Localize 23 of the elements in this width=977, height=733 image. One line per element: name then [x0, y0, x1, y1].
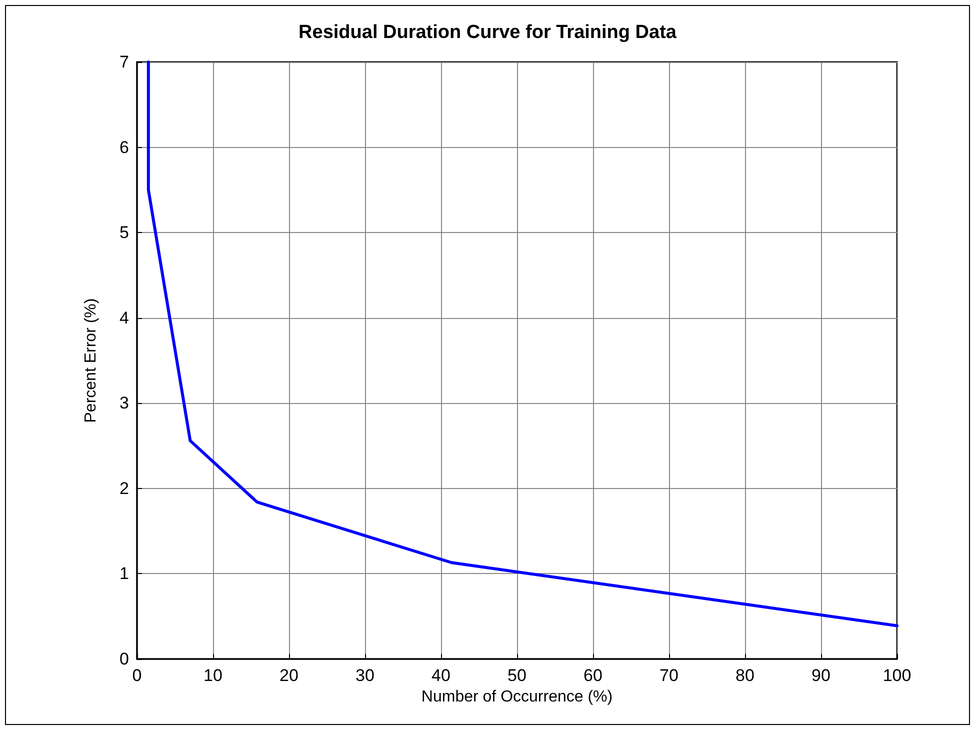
y-axis-title: Percent Error (%) [82, 298, 100, 423]
x-tick-label: 0 [132, 666, 142, 685]
y-tick-label: 4 [120, 308, 129, 328]
y-tick-label: 3 [120, 394, 129, 413]
y-tick-label: 0 [120, 650, 129, 668]
x-tick-label: 90 [812, 666, 830, 685]
y-tick-label: 7 [120, 52, 129, 72]
x-tick-label: 40 [432, 666, 450, 685]
x-tick-label: 100 [882, 666, 912, 685]
x-tick-label: 70 [660, 666, 678, 685]
y-tick-label: 1 [120, 564, 129, 584]
x-tick-label: 30 [356, 666, 374, 685]
x-tick-label: 60 [584, 666, 602, 685]
x-tick-label: 20 [280, 666, 298, 685]
y-tick-label: 2 [120, 478, 129, 498]
x-tick-label: 50 [508, 666, 526, 685]
y-tick-label: 6 [120, 138, 129, 157]
chart-title: Residual Duration Curve for Training Data [298, 22, 677, 43]
line-series [146, 60, 898, 628]
x-axis-title: Number of Occurrence (%) [421, 688, 613, 706]
x-tick-label: 10 [204, 666, 222, 685]
x-tick-label: 80 [736, 666, 754, 685]
y-tick-label: 5 [120, 223, 129, 242]
